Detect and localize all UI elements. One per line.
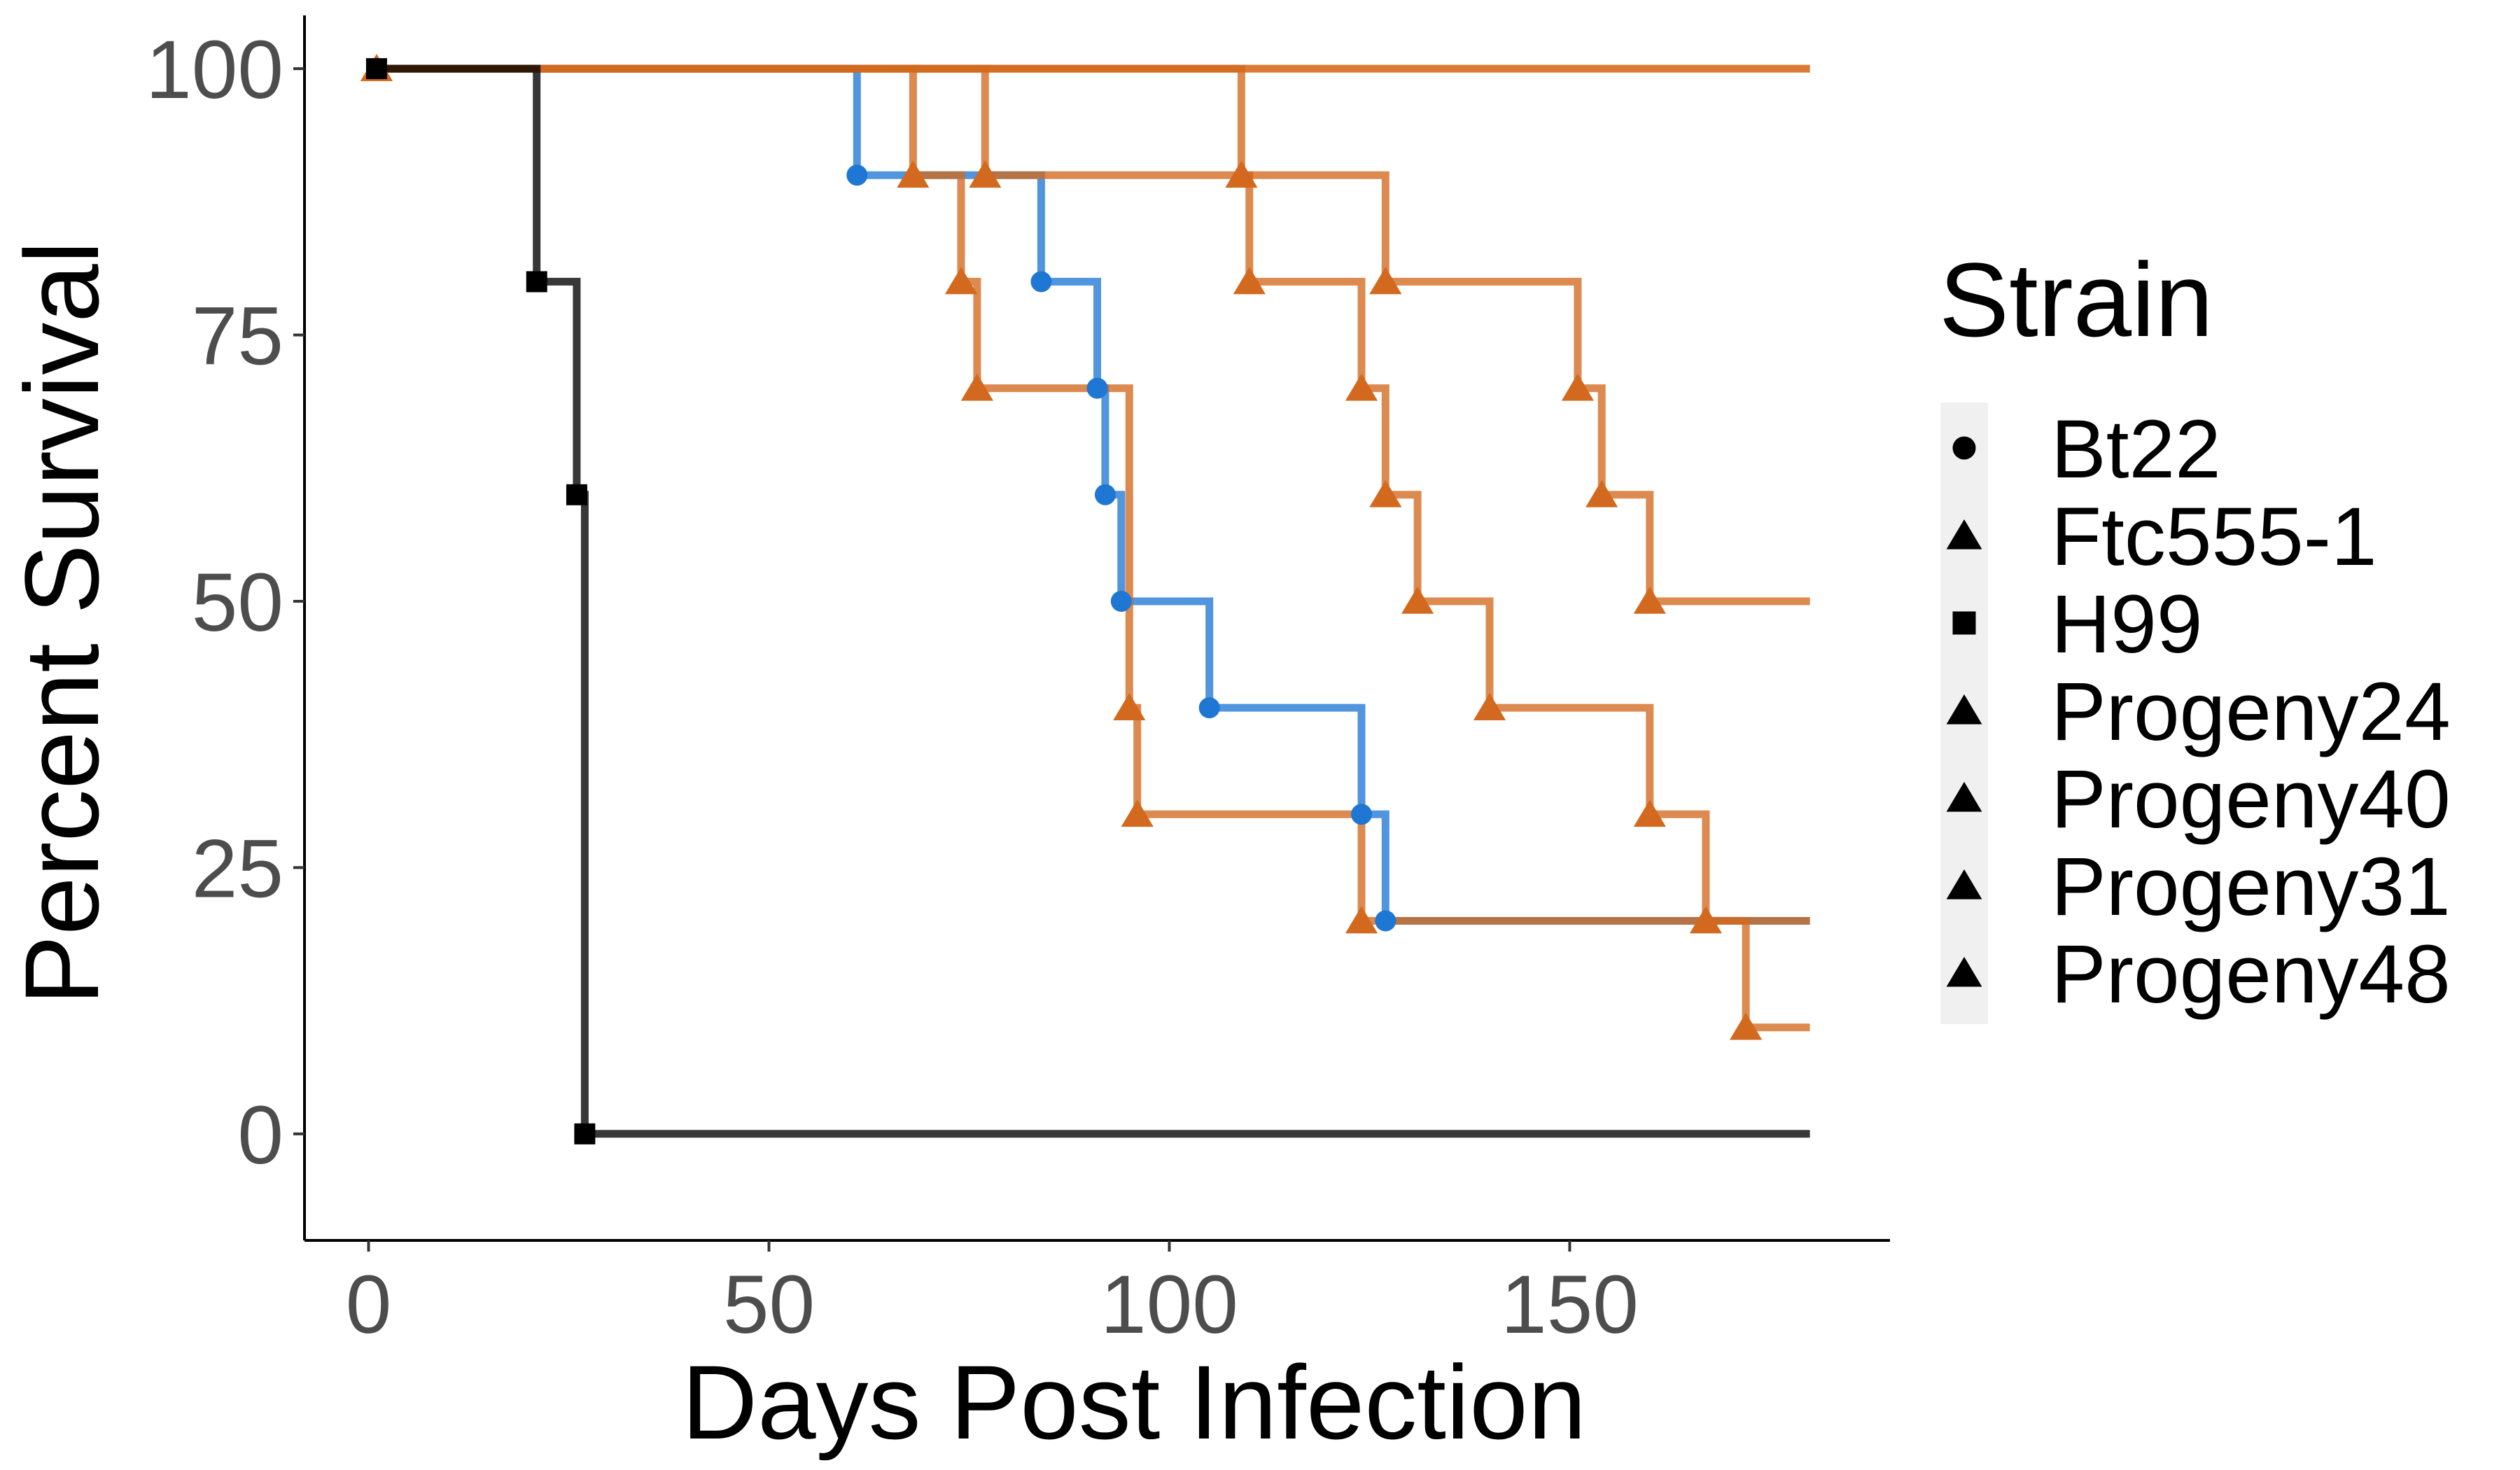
x-tick-label: 50 xyxy=(723,1259,815,1351)
x-tick-label: 150 xyxy=(1501,1259,1639,1351)
marker-bt22 xyxy=(846,164,868,186)
legend-key-progeny40 xyxy=(1946,781,1982,812)
marker-progeny40 xyxy=(1369,479,1402,507)
legend-label: Progeny40 xyxy=(2051,753,2451,846)
marker-progeny24 xyxy=(897,160,930,188)
y-tick-label: 0 xyxy=(237,1089,284,1182)
marker-progeny31 xyxy=(969,160,1002,188)
marker-progeny40 xyxy=(1689,906,1722,934)
legend-key-progeny24 xyxy=(1946,694,1982,724)
marker-progeny31 xyxy=(1633,586,1666,614)
marker-bt22 xyxy=(1086,377,1108,399)
marker-progeny24 xyxy=(1345,906,1378,934)
legend-label: H99 xyxy=(2051,578,2202,671)
legend-key-progeny48 xyxy=(1946,956,1982,987)
x-axis-title: Days Post Infection xyxy=(682,1343,1586,1461)
marker-bt22 xyxy=(1030,271,1052,293)
marker-progeny40 xyxy=(1345,373,1378,401)
legend-label: Progeny24 xyxy=(2051,666,2451,758)
legend-label: Ftc555-1 xyxy=(2051,491,2377,583)
legend-entries: Bt22Ftc555-1H99Progeny24Progeny40Progeny… xyxy=(1946,403,2451,1021)
marker-progeny31 xyxy=(1561,373,1594,401)
marker-progeny31 xyxy=(1369,267,1402,295)
legend-key-progeny31 xyxy=(1946,869,1982,899)
marker-progeny24 xyxy=(1113,693,1146,720)
marker-progeny40 xyxy=(1225,160,1258,188)
marker-h99 xyxy=(526,271,547,293)
y-tick-label: 75 xyxy=(192,290,284,383)
series-line-progeny31 xyxy=(368,64,1810,606)
marker-progeny40 xyxy=(1633,799,1666,827)
plot-markers xyxy=(360,54,1763,1144)
legend-label: Progeny48 xyxy=(2051,928,2451,1021)
marker-progeny40 xyxy=(1233,267,1266,295)
y-axis-title: Percent Survival xyxy=(3,241,120,1005)
marker-h99 xyxy=(566,484,587,505)
series-line-h99 xyxy=(368,64,1810,1138)
y-tick-label: 25 xyxy=(192,822,284,915)
series-line-progeny40 xyxy=(368,64,1810,1032)
marker-bt22 xyxy=(1094,484,1116,505)
marker-progeny24 xyxy=(1121,799,1154,827)
legend-key-h99 xyxy=(1952,611,1976,635)
marker-bt22 xyxy=(1110,590,1132,612)
marker-progeny40 xyxy=(1729,1012,1763,1040)
y-tick-label: 100 xyxy=(146,24,284,116)
marker-bt22 xyxy=(1375,910,1396,932)
legend-key-ftc555-1 xyxy=(1946,519,1982,550)
marker-progeny40 xyxy=(1473,693,1506,720)
marker-bt22 xyxy=(1351,804,1372,825)
marker-h99 xyxy=(574,1123,596,1144)
marker-progeny24 xyxy=(944,267,978,295)
legend: Strain Bt22Ftc555-1H99Progeny24Progeny40… xyxy=(1939,241,2451,1024)
ticks: 0 50 100 150 0 25 50 75 100 xyxy=(146,24,1639,1351)
legend-key-bt22 xyxy=(1952,436,1976,460)
x-tick-label: 0 xyxy=(346,1259,392,1351)
marker-bt22 xyxy=(1198,697,1220,719)
marker-progeny31 xyxy=(1586,479,1618,507)
legend-label: Bt22 xyxy=(2051,403,2221,496)
x-tick-label: 100 xyxy=(1100,1259,1238,1351)
axes xyxy=(303,15,1890,1242)
marker-h99 xyxy=(365,58,387,80)
marker-progeny24 xyxy=(960,373,994,401)
legend-title: Strain xyxy=(1939,241,2213,358)
marker-progeny40 xyxy=(1401,586,1434,614)
legend-label: Progeny31 xyxy=(2051,841,2451,933)
y-tick-label: 50 xyxy=(192,556,284,649)
